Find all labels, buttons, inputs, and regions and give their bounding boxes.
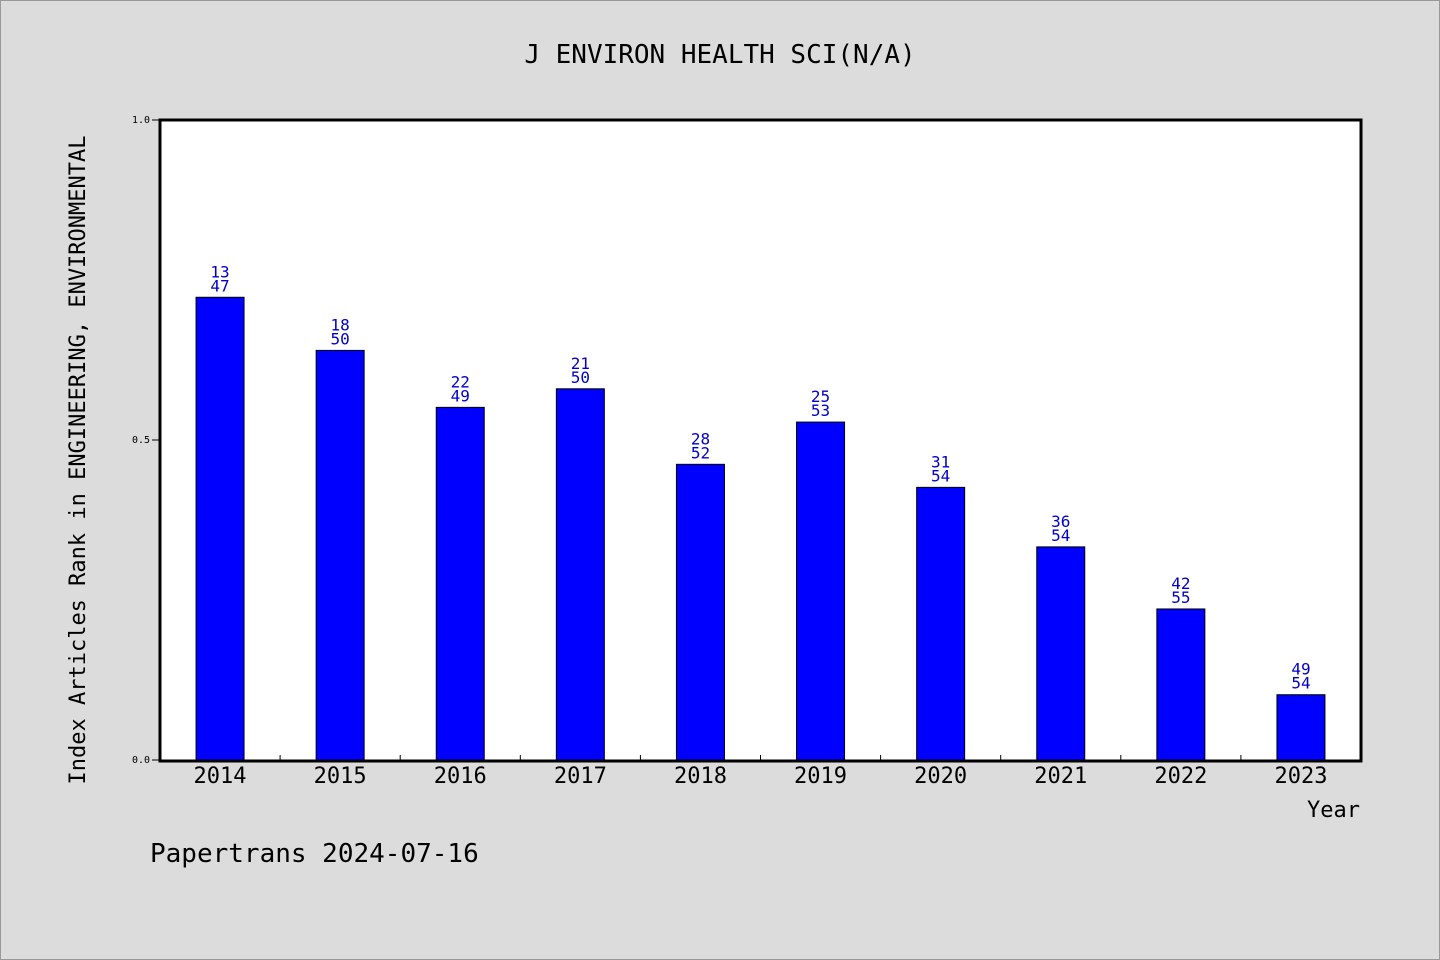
bar-label-total-2015: 50	[331, 329, 350, 348]
bar-label-total-2017: 50	[571, 368, 590, 387]
x-tick-label-2018: 2018	[674, 764, 727, 789]
bar-label-rank-2020: 31	[931, 452, 950, 471]
bar-label-total-2014: 47	[210, 276, 229, 295]
bar-label-rank-2023: 49	[1291, 660, 1310, 679]
bar-2016	[435, 406, 485, 761]
bar-label-total-2023: 54	[1291, 674, 1310, 693]
bar-label-rank-2022: 42	[1171, 574, 1190, 593]
y-tick-label-0.0: 0.0	[132, 755, 150, 766]
bar-label-total-2018: 52	[691, 443, 710, 462]
y-ticks: 0.0 0.5 1.0	[132, 115, 160, 766]
bar-label-total-2020: 54	[931, 466, 950, 485]
x-tick-label-2019: 2019	[794, 764, 847, 789]
bar-2018	[675, 463, 725, 761]
x-tick-label-2014: 2014	[194, 764, 247, 789]
x-tick-label-2015: 2015	[314, 764, 367, 789]
x-tick-label-2023: 2023	[1274, 764, 1327, 789]
chart-title: J ENVIRON HEALTH SCI(N/A)	[524, 40, 915, 70]
x-axis-label: Year	[1307, 798, 1360, 823]
bar-label-total-2021: 54	[1051, 526, 1070, 545]
x-tick-label-2020: 2020	[914, 764, 967, 789]
bar-label-rank-2015: 18	[331, 315, 350, 334]
x-tick-label-2021: 2021	[1034, 764, 1087, 789]
bar-2023	[1276, 694, 1326, 761]
y-tick-label-0.5: 0.5	[132, 435, 150, 446]
y-axis-label: Index Articles Rank in ENGINEERING, ENVI…	[66, 135, 91, 784]
bars	[195, 296, 1326, 761]
bar-2021	[1036, 546, 1086, 761]
y-tick-label-1.0: 1.0	[132, 115, 150, 126]
bar-label-rank-2021: 36	[1051, 512, 1070, 531]
bar-label-total-2016: 49	[451, 386, 470, 405]
bar-label-total-2019: 53	[811, 401, 830, 420]
x-tick-label-2016: 2016	[434, 764, 487, 789]
bar-label-rank-2016: 22	[451, 372, 470, 391]
x-tick-label-2022: 2022	[1154, 764, 1207, 789]
bar-label-rank-2019: 25	[811, 387, 830, 406]
bar-2014	[195, 296, 245, 761]
bar-2015	[315, 349, 365, 761]
bar-label-rank-2018: 28	[691, 429, 710, 448]
bar-2019	[796, 421, 846, 761]
bar-2017	[555, 388, 605, 761]
bar-2020	[916, 486, 966, 761]
x-tick-label-2017: 2017	[554, 764, 607, 789]
footer-credit: Papertrans 2024-07-16	[150, 839, 479, 869]
bar-label-rank-2017: 21	[571, 354, 590, 373]
bar-label-rank-2014: 13	[210, 262, 229, 281]
bar-2022	[1156, 608, 1206, 761]
x-ticks: 2014 2015 2016 2017 2018 2019 2020 2021 2022 2023	[194, 755, 1327, 789]
bar-label-total-2022: 55	[1171, 588, 1190, 607]
